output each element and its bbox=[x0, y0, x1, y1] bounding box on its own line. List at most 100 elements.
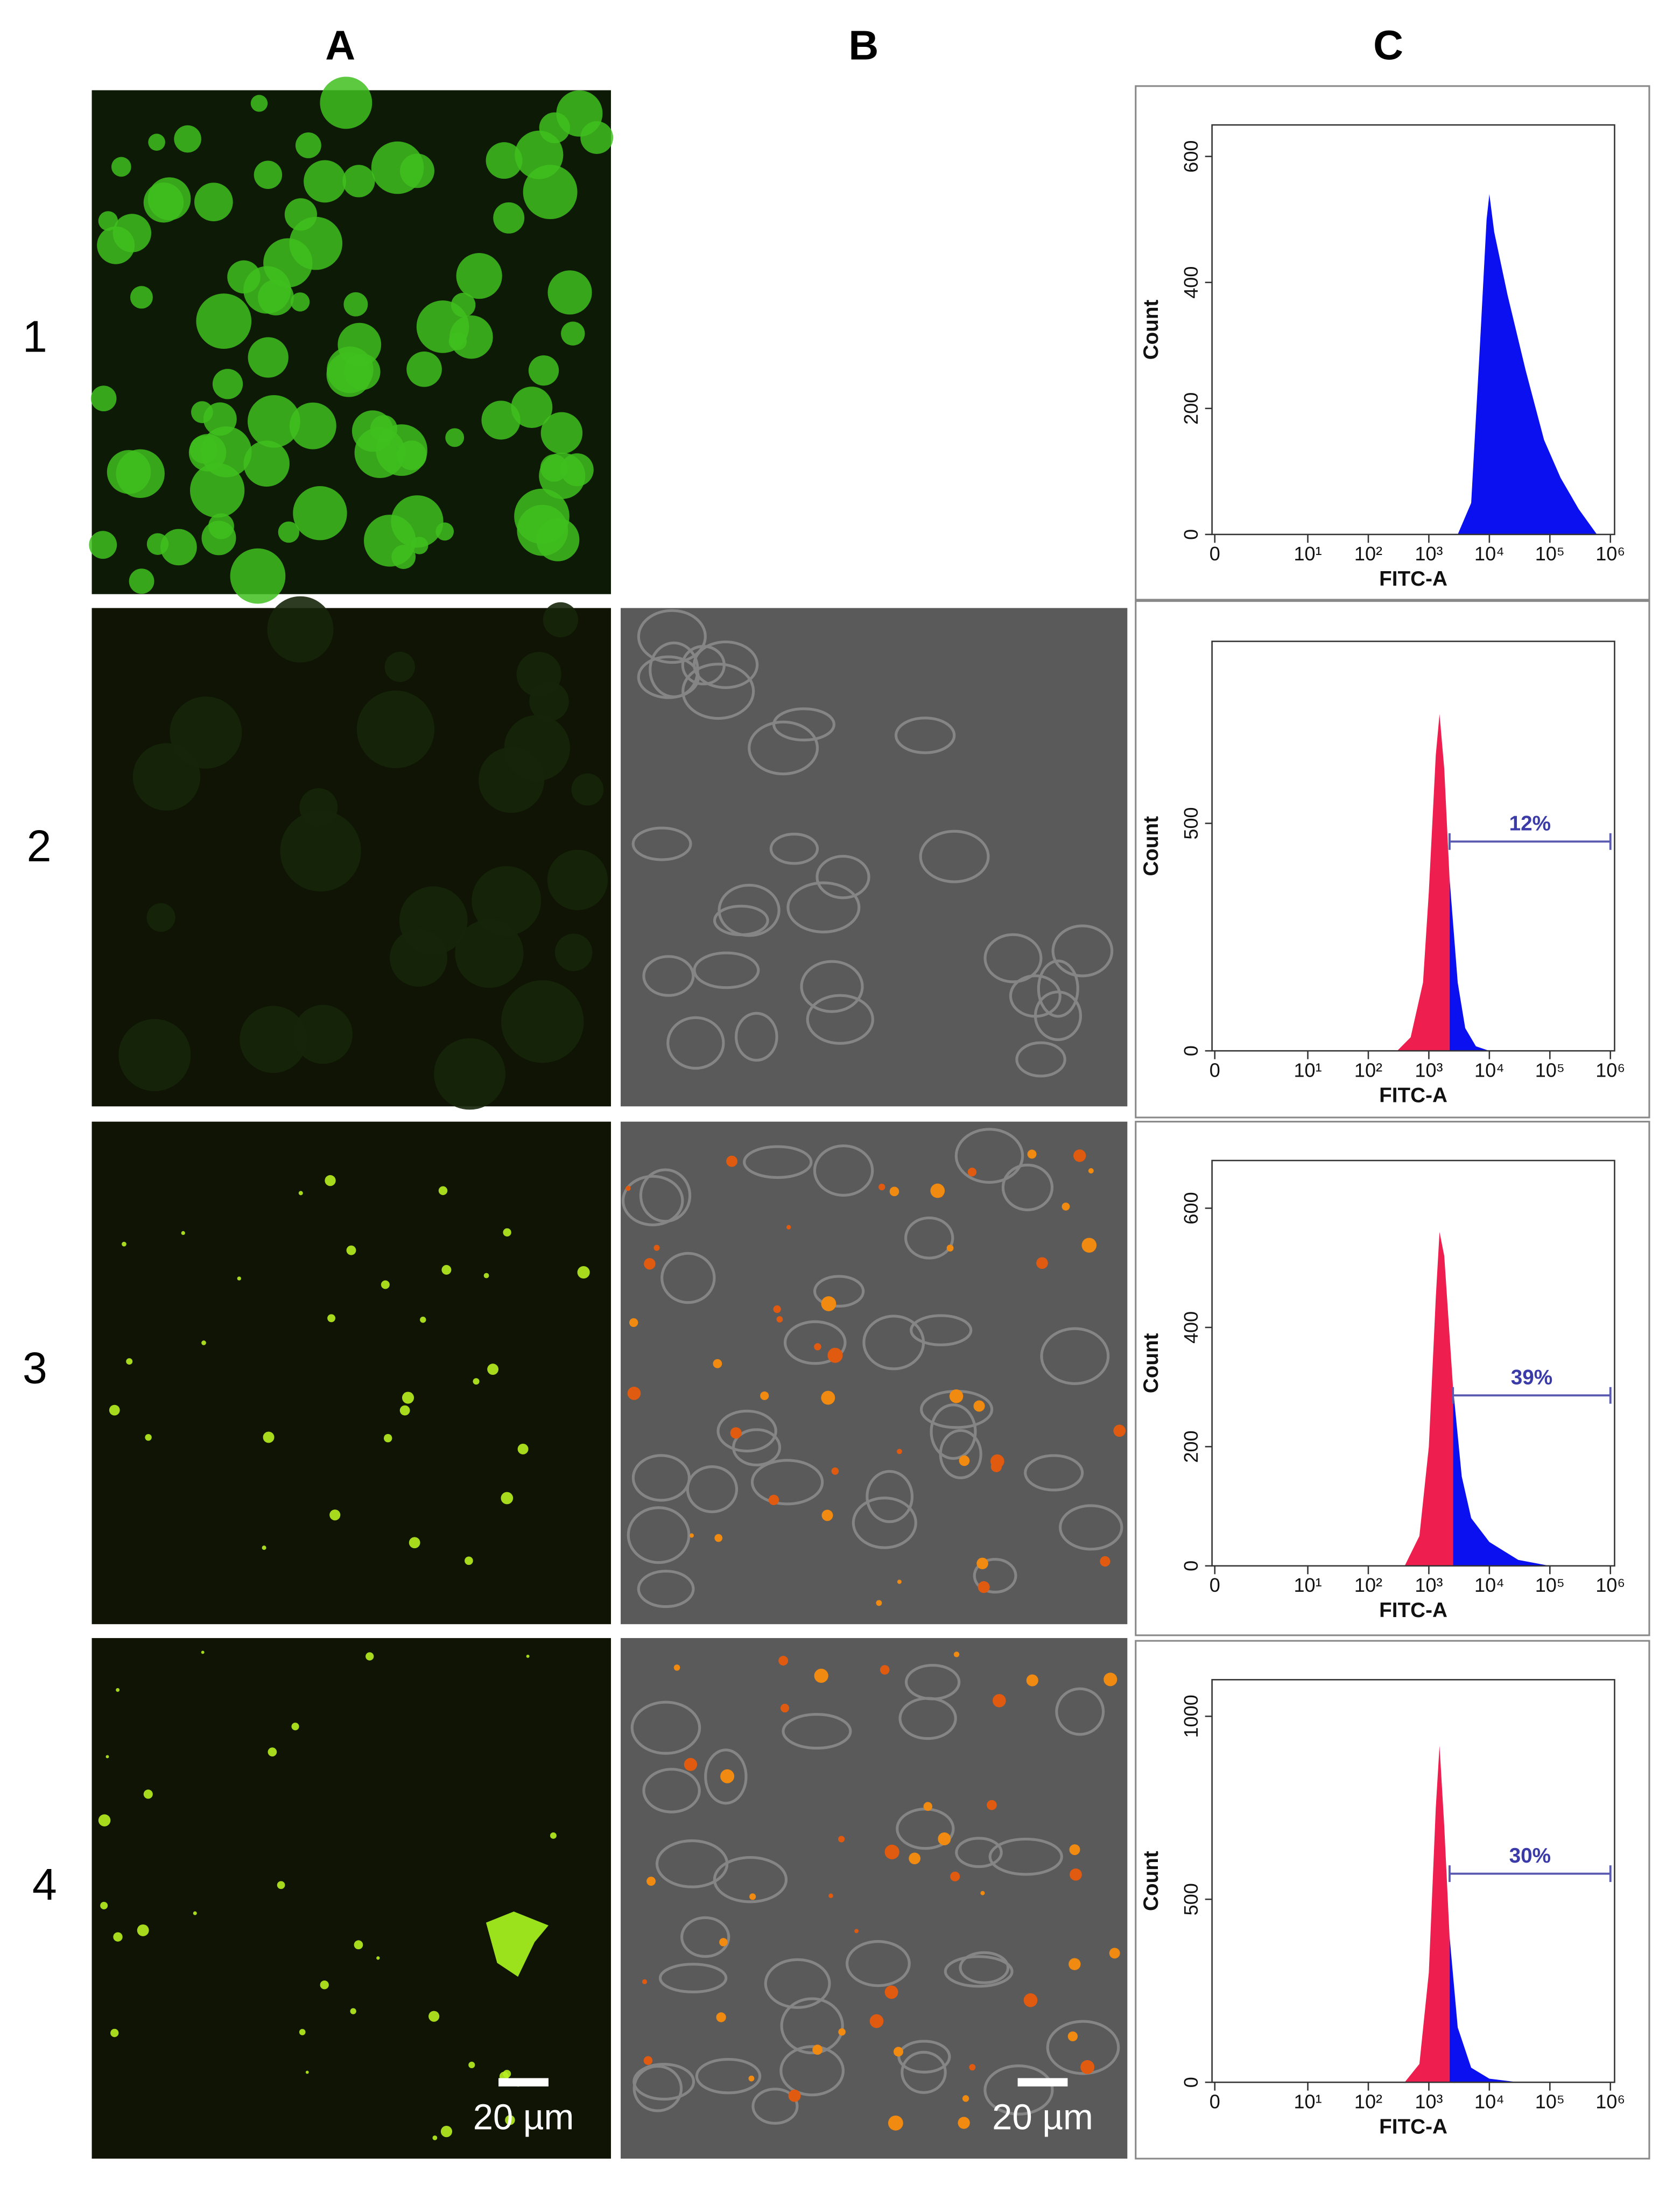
cell bbox=[1024, 1454, 1084, 1492]
fluorescent-spot bbox=[554, 933, 593, 971]
micrograph-a bbox=[92, 1638, 611, 2159]
fluorescent-spot bbox=[113, 1932, 123, 1942]
x-tick-label: 10⁴ bbox=[1474, 543, 1505, 565]
fluorescent-spot bbox=[109, 1404, 120, 1416]
fluorescent-spot bbox=[356, 690, 435, 769]
particle bbox=[673, 1664, 680, 1671]
fluorescent-spot bbox=[320, 1980, 329, 1990]
fluorescent-spot bbox=[543, 602, 578, 637]
y-tick-label: 600 bbox=[1180, 1192, 1202, 1224]
fluorescent-spot bbox=[483, 1273, 489, 1278]
cell bbox=[713, 1856, 788, 1903]
cell bbox=[693, 951, 760, 989]
cell bbox=[732, 1428, 782, 1466]
scale-bar bbox=[1017, 2078, 1068, 2086]
fluorescent-spot bbox=[143, 182, 184, 223]
particle bbox=[821, 1390, 835, 1405]
fluorescent-spot bbox=[571, 773, 604, 806]
histograms: 0 200 400 600 0 10¹ 10² 10³ 10⁴ 10⁵ 10⁶ FITC-A Count… bbox=[1135, 85, 1650, 2160]
x-tick-label: 10¹ bbox=[1294, 2090, 1321, 2112]
fluorescent-spot bbox=[148, 134, 165, 151]
row-label: 4 bbox=[32, 1860, 57, 1909]
fluorescent-spot bbox=[143, 1789, 153, 1799]
y-tick-label: 400 bbox=[1180, 266, 1202, 299]
y-tick-label: 0 bbox=[1180, 529, 1202, 540]
fluorescent-spot bbox=[434, 1038, 505, 1110]
fluorescent-spot bbox=[212, 369, 243, 399]
fluorescent-spot bbox=[580, 121, 614, 154]
fluorescent-spot bbox=[132, 743, 201, 811]
scale-bar bbox=[498, 2078, 549, 2086]
particle bbox=[1113, 1424, 1126, 1437]
fluorescent-spot bbox=[505, 2115, 515, 2125]
particle bbox=[876, 1600, 882, 1606]
fluorescent-spot bbox=[528, 355, 559, 386]
x-tick-label: 10⁶ bbox=[1595, 543, 1625, 565]
fluorescent-spot bbox=[106, 1755, 109, 1759]
image-background bbox=[92, 1638, 611, 2159]
y-axis-label: Count bbox=[1140, 300, 1163, 360]
fluorescent-spot bbox=[293, 1004, 353, 1064]
fluorescent-spot bbox=[174, 125, 201, 153]
particle bbox=[720, 1769, 735, 1783]
cell bbox=[959, 1951, 1010, 1984]
y-tick-label: 1000 bbox=[1180, 1695, 1202, 1738]
cell bbox=[686, 1465, 739, 1513]
gate-label: 12% bbox=[1509, 812, 1551, 835]
x-tick-label: 0 bbox=[1210, 1574, 1220, 1596]
histogram-area bbox=[1449, 1936, 1519, 2083]
fluorescent-spot bbox=[289, 402, 336, 449]
cell bbox=[983, 2064, 1054, 2116]
x-tick-label: 10² bbox=[1354, 543, 1382, 565]
cell bbox=[988, 1837, 1063, 1876]
fluorescent-spot bbox=[293, 486, 347, 540]
particle bbox=[930, 1183, 945, 1198]
cell bbox=[1015, 1041, 1066, 1078]
particle bbox=[749, 1893, 756, 1900]
x-tick-label: 10⁶ bbox=[1595, 1574, 1625, 1596]
y-axis-label: Count bbox=[1140, 816, 1163, 876]
cell bbox=[1037, 959, 1079, 1018]
gate-label: 39% bbox=[1511, 1366, 1552, 1389]
fluorescent-spot bbox=[189, 435, 218, 464]
fluorescent-spot bbox=[383, 1434, 392, 1443]
particle bbox=[1026, 1674, 1038, 1687]
x-axis-label: FITC-A bbox=[1379, 1084, 1447, 1107]
x-tick-label: 0 bbox=[1210, 543, 1220, 565]
particle bbox=[880, 1665, 890, 1675]
cell bbox=[910, 1314, 973, 1346]
column-label: A bbox=[325, 23, 355, 69]
fluorescent-spot bbox=[326, 352, 371, 397]
particle bbox=[838, 1836, 845, 1843]
fluorescent-spot bbox=[100, 1901, 108, 1909]
fluorescent-spot bbox=[193, 1911, 197, 1915]
particle bbox=[748, 2075, 755, 2082]
particle bbox=[893, 2047, 903, 2057]
fluorescent-spot bbox=[402, 1392, 414, 1404]
fluorescent-spot bbox=[376, 1956, 380, 1960]
particle bbox=[1070, 1868, 1082, 1881]
fluorescent-spot bbox=[384, 651, 415, 682]
cell bbox=[919, 830, 990, 883]
fluorescent-spot bbox=[547, 849, 608, 910]
particle bbox=[821, 1509, 833, 1521]
x-tick-label: 10³ bbox=[1415, 543, 1443, 565]
cell bbox=[813, 1275, 865, 1308]
x-tick-label: 10¹ bbox=[1294, 1574, 1321, 1596]
fluorescent-spot bbox=[90, 385, 117, 412]
x-tick-label: 10⁵ bbox=[1535, 2090, 1565, 2112]
particle bbox=[776, 1316, 783, 1323]
particle bbox=[689, 1533, 694, 1538]
row-label: 2 bbox=[27, 821, 52, 871]
y-tick-label: 0 bbox=[1180, 2077, 1202, 2088]
x-tick-label: 10⁶ bbox=[1595, 2090, 1625, 2112]
fluorescent-spot bbox=[511, 387, 553, 428]
particle bbox=[730, 1427, 742, 1439]
particle bbox=[1027, 1149, 1037, 1159]
histogram-panel: 0 200 400 600 0 10¹ 10² 10³ 10⁴ 10⁵ 10⁶ FITC-A Count bbox=[1135, 85, 1650, 601]
particle bbox=[786, 1225, 791, 1230]
cell bbox=[769, 832, 819, 865]
fluorescent-spot bbox=[146, 903, 175, 932]
fluorescent-spot bbox=[468, 2061, 475, 2069]
